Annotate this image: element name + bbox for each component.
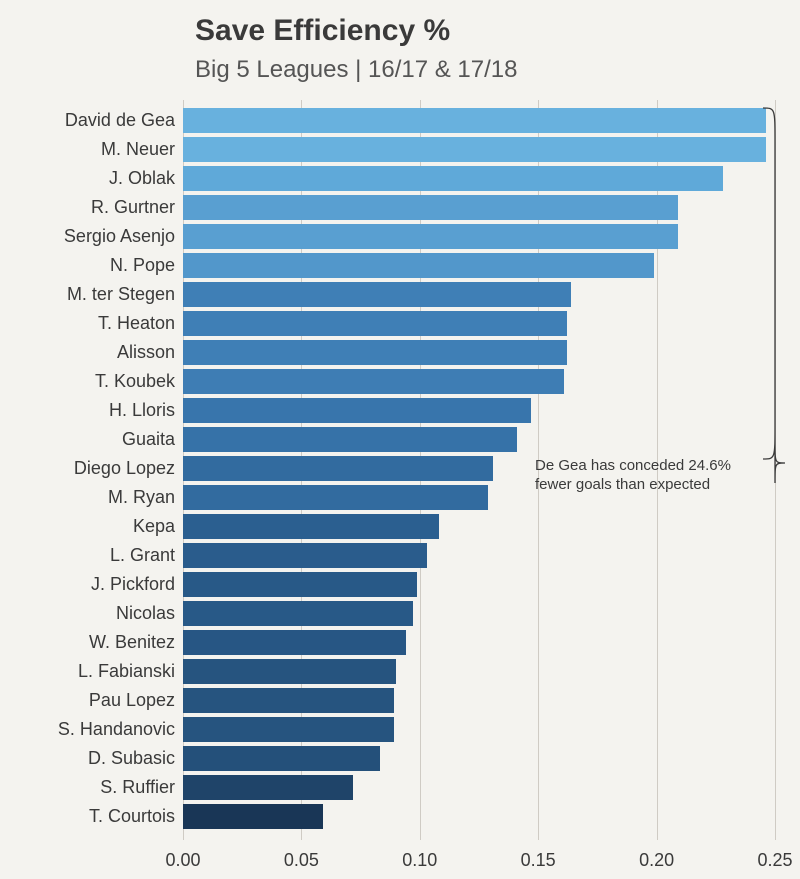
chart-title: Save Efficiency %	[195, 14, 450, 48]
y-tick-label: J. Pickford	[91, 572, 183, 597]
bar	[183, 543, 427, 568]
y-tick-label: David de Gea	[65, 108, 183, 133]
bar	[183, 804, 323, 829]
y-tick-label: R. Gurtner	[91, 195, 183, 220]
y-tick-label: W. Benitez	[89, 630, 183, 655]
plot-area: 0.000.050.100.150.200.25David de GeaM. N…	[183, 100, 775, 840]
x-tick-label: 0.05	[284, 840, 319, 871]
bar	[183, 195, 678, 220]
annotation-text: De Gea has conceded 24.6%fewer goals tha…	[535, 457, 731, 495]
y-tick-label: D. Subasic	[88, 746, 183, 771]
bracket-icon	[761, 102, 800, 465]
y-tick-label: M. Ryan	[108, 485, 183, 510]
y-tick-label: J. Oblak	[109, 166, 183, 191]
x-tick-label: 0.10	[402, 840, 437, 871]
bar	[183, 311, 567, 336]
bar	[183, 601, 413, 626]
bar	[183, 282, 571, 307]
x-tick-label: 0.25	[757, 840, 792, 871]
y-tick-label: L. Fabianski	[78, 659, 183, 684]
bar	[183, 514, 439, 539]
bar	[183, 166, 723, 191]
y-tick-label: S. Ruffier	[100, 775, 183, 800]
y-tick-label: Kepa	[133, 514, 183, 539]
x-tick-label: 0.00	[165, 840, 200, 871]
y-tick-label: Alisson	[117, 340, 183, 365]
bar	[183, 224, 678, 249]
bar	[183, 398, 531, 423]
bar	[183, 688, 394, 713]
bar	[183, 456, 493, 481]
y-tick-label: L. Grant	[110, 543, 183, 568]
y-tick-label: Sergio Asenjo	[64, 224, 183, 249]
bar	[183, 746, 380, 771]
y-tick-label: Guaita	[122, 427, 183, 452]
y-tick-label: Nicolas	[116, 601, 183, 626]
y-tick-label: S. Handanovic	[58, 717, 183, 742]
bar	[183, 775, 353, 800]
y-tick-label: M. Neuer	[101, 137, 183, 162]
bar	[183, 108, 766, 133]
bar	[183, 659, 396, 684]
bar	[183, 485, 488, 510]
bar	[183, 369, 564, 394]
y-tick-label: M. ter Stegen	[67, 282, 183, 307]
annotation-line: De Gea has conceded 24.6%	[535, 457, 731, 476]
y-tick-label: T. Heaton	[98, 311, 183, 336]
annotation-line: fewer goals than expected	[535, 476, 731, 495]
bar	[183, 630, 406, 655]
bar	[183, 427, 517, 452]
bar	[183, 717, 394, 742]
bar	[183, 253, 654, 278]
y-tick-label: H. Lloris	[109, 398, 183, 423]
x-tick-label: 0.20	[639, 840, 674, 871]
y-tick-label: N. Pope	[110, 253, 183, 278]
bar	[183, 572, 417, 597]
y-tick-label: Diego Lopez	[74, 456, 183, 481]
x-tick-label: 0.15	[521, 840, 556, 871]
y-tick-label: T. Courtois	[89, 804, 183, 829]
bar	[183, 137, 766, 162]
y-tick-label: T. Koubek	[95, 369, 183, 394]
y-tick-label: Pau Lopez	[89, 688, 183, 713]
bar	[183, 340, 567, 365]
chart-subtitle: Big 5 Leagues | 16/17 & 17/18	[195, 56, 518, 84]
